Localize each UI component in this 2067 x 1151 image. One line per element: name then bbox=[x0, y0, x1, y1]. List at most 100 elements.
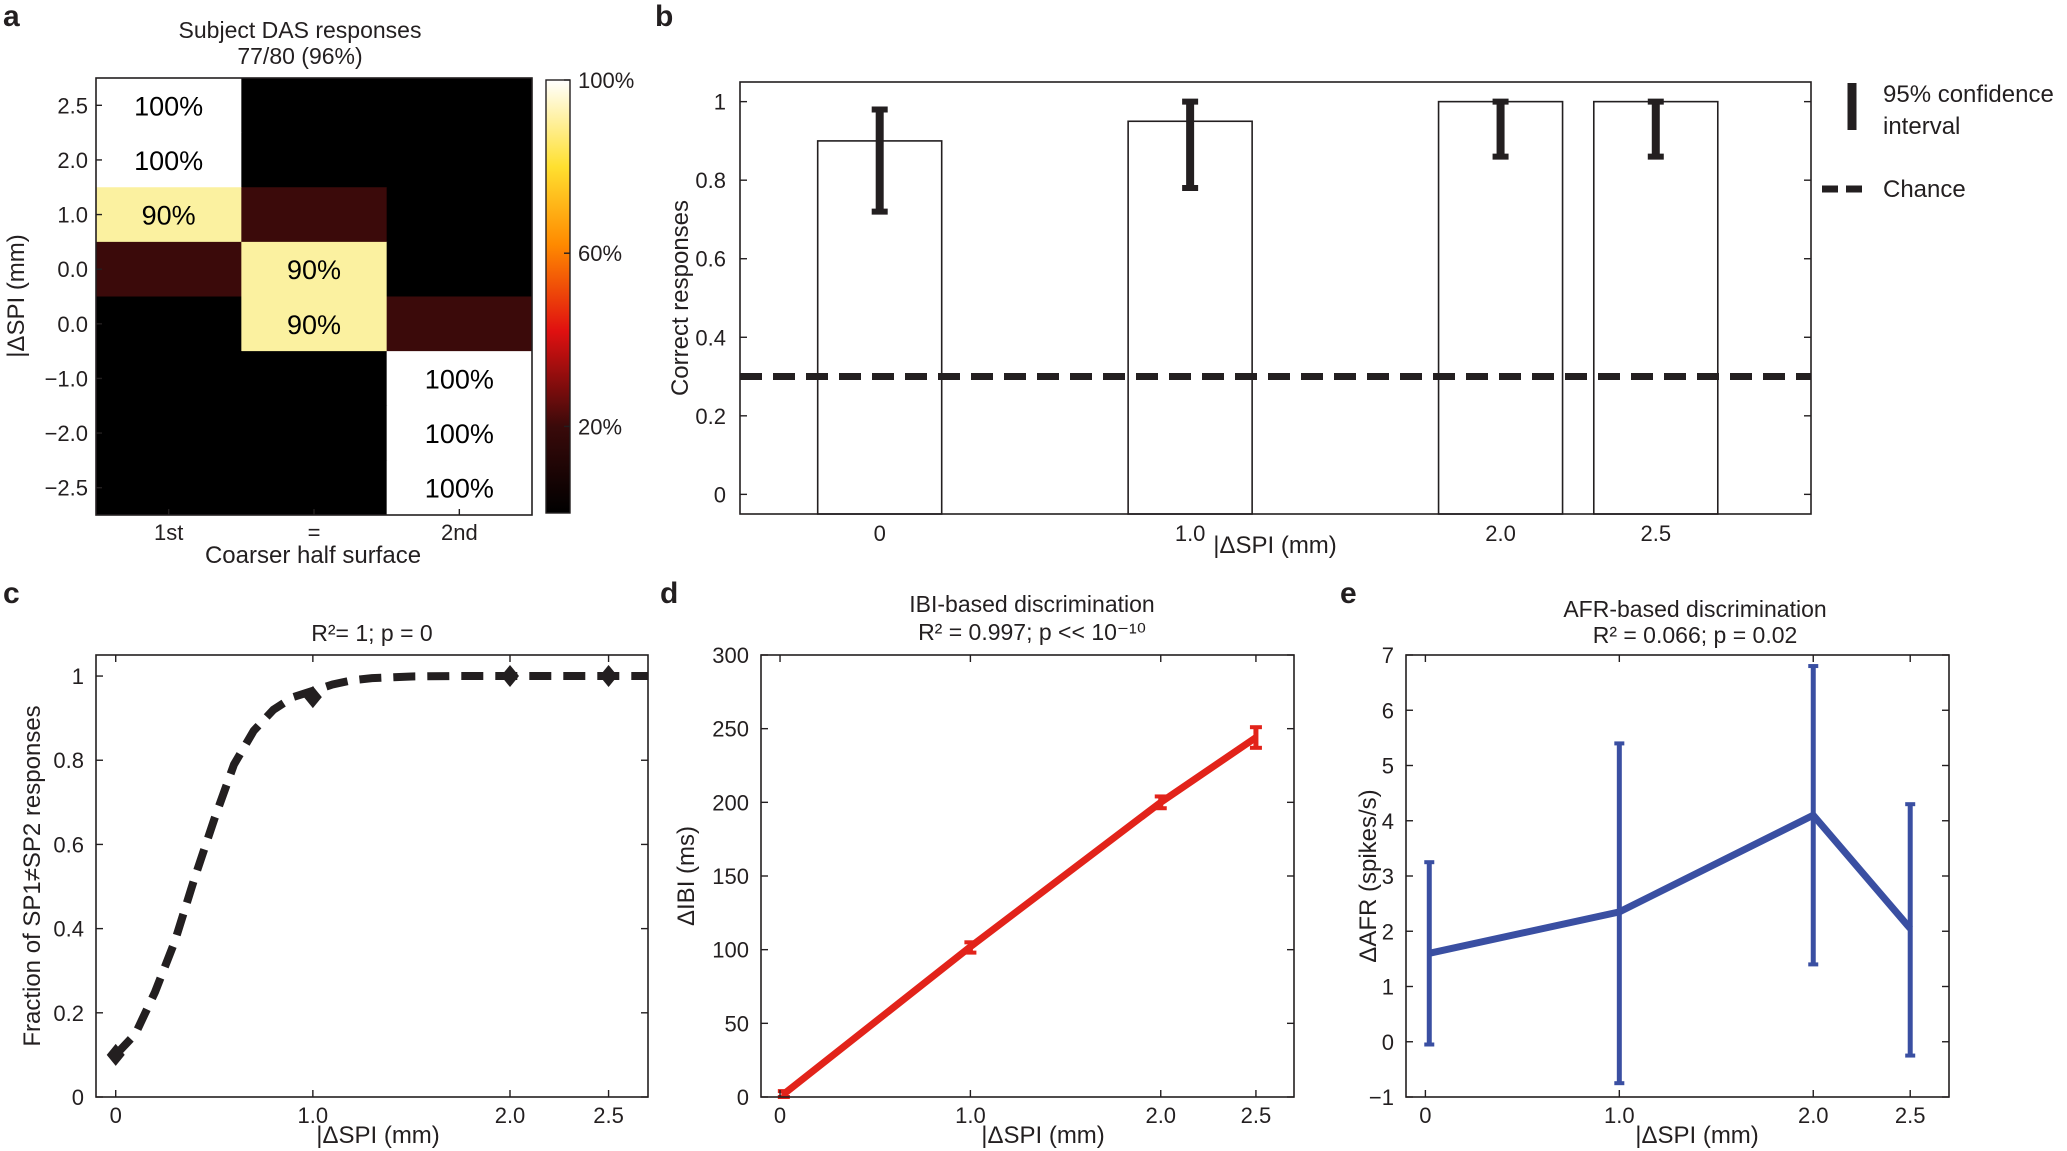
panel-c-line-chart: R²= 1; p = 0 0 1.0 2.0 2.5 0 0.2 0.4 0.6 0.8 1 |Δ… bbox=[19, 620, 649, 1149]
panel-e-xlabel: |ΔSPI (mm) bbox=[1635, 1122, 1759, 1149]
heatmap-cell-label: 100% bbox=[134, 91, 203, 121]
panel-a-title: Subject DAS responses bbox=[179, 17, 422, 43]
colorbar-tick-label: 100% bbox=[578, 68, 634, 93]
heatmap-cell bbox=[386, 296, 533, 352]
heatmap-cell bbox=[241, 460, 388, 516]
panel-e-frame bbox=[1405, 654, 1950, 1098]
heatmap-cell-label: 100% bbox=[134, 146, 203, 176]
y-tick-label: 250 bbox=[712, 717, 749, 742]
y-tick-label: 6 bbox=[1382, 698, 1394, 723]
panel-b-legend: 95% confidence interval Chance bbox=[1822, 81, 2054, 203]
y-tick-label: 300 bbox=[712, 643, 749, 668]
heatmap-cell-label: 100% bbox=[425, 474, 494, 504]
data-point-diamond bbox=[501, 665, 519, 688]
y-tick-label: 1 bbox=[72, 664, 84, 689]
x-tick-label: 2.0 bbox=[1485, 521, 1516, 546]
heatmap-cell bbox=[96, 405, 242, 461]
y-tick-label: −2.5 bbox=[45, 476, 88, 501]
panel-letter-a: a bbox=[3, 0, 20, 33]
heatmap-cell bbox=[386, 78, 533, 134]
y-tick-label: 0 bbox=[737, 1085, 749, 1110]
heatmap-cell bbox=[386, 405, 533, 461]
heatmap-cell bbox=[96, 351, 242, 407]
heatmap-cell bbox=[386, 187, 533, 243]
x-tick-label: 2nd bbox=[441, 520, 478, 545]
heatmap-cell bbox=[241, 296, 388, 352]
legend-chance-label: Chance bbox=[1883, 176, 1966, 203]
y-tick-label: 0.0 bbox=[57, 312, 88, 337]
panel-c-ylabel: Fraction of SP1≠SP2 responses bbox=[19, 705, 46, 1046]
data-point-diamond bbox=[106, 1043, 125, 1066]
y-tick-label: −1 bbox=[1369, 1085, 1394, 1110]
x-tick-label: 1.0 bbox=[1175, 521, 1206, 546]
y-tick-label: 1 bbox=[714, 90, 726, 115]
fit-curve bbox=[112, 672, 648, 1058]
bar bbox=[1437, 100, 1564, 515]
x-tick-label: 1st bbox=[154, 520, 183, 545]
x-tick-label: 1.0 bbox=[955, 1103, 986, 1128]
panel-a-colorbar bbox=[545, 79, 571, 514]
x-tick-label: 0 bbox=[774, 1103, 786, 1128]
y-tick-label: 0 bbox=[1382, 1030, 1394, 1055]
y-tick-label: 0.4 bbox=[53, 917, 84, 942]
panel-a-ylabel: |ΔSPI (mm) bbox=[3, 234, 30, 358]
y-tick-label: 150 bbox=[712, 864, 749, 889]
x-tick-label: 1.0 bbox=[298, 1103, 329, 1128]
heatmap-cell bbox=[386, 351, 533, 407]
heatmap-cell bbox=[241, 187, 388, 243]
heatmap-cell bbox=[96, 132, 242, 188]
y-tick-label: 0.6 bbox=[695, 247, 726, 272]
y-tick-label: 0 bbox=[714, 482, 726, 507]
x-tick-label: 0 bbox=[110, 1103, 122, 1128]
heatmap-cell bbox=[241, 241, 388, 297]
y-tick-label: 2 bbox=[1382, 919, 1394, 944]
x-tick-label: 1.0 bbox=[1604, 1103, 1635, 1128]
panel-c-title: R²= 1; p = 0 bbox=[311, 620, 432, 646]
y-tick-label: 5 bbox=[1382, 754, 1394, 779]
legend-ci-label-line2: interval bbox=[1883, 113, 1960, 140]
heatmap-cell bbox=[386, 460, 533, 516]
heatmap-cell bbox=[96, 187, 242, 243]
panel-letter-d: d bbox=[660, 577, 678, 610]
heatmap-cell-label: 90% bbox=[287, 310, 341, 340]
panel-e-line-chart: AFR-based discrimination R² = 0.066; p =… bbox=[1355, 596, 1950, 1149]
y-tick-label: 0.8 bbox=[53, 748, 84, 773]
panel-d-subtitle: R² = 0.997; p << 10⁻¹⁰ bbox=[918, 619, 1146, 645]
panel-b-ylabel: Correct responses bbox=[667, 200, 694, 396]
x-tick-label: 2.5 bbox=[1241, 1103, 1272, 1128]
heatmap-cell bbox=[241, 132, 388, 188]
y-tick-label: 2.0 bbox=[57, 148, 88, 173]
heatmap-cell bbox=[386, 132, 533, 188]
x-tick-label: 2.5 bbox=[1895, 1103, 1926, 1128]
panel-a-heatmap: Subject DAS responses 77/80 (96%) 100% 10… bbox=[3, 17, 634, 569]
panel-d-frame bbox=[760, 654, 1295, 1098]
data-point-diamond bbox=[599, 665, 618, 688]
panel-c-frame bbox=[95, 654, 649, 1098]
heatmap-cell bbox=[241, 405, 388, 461]
y-tick-label: 0.0 bbox=[57, 257, 88, 282]
y-tick-label: 2.5 bbox=[57, 93, 88, 118]
y-tick-label: 0 bbox=[72, 1085, 84, 1110]
heatmap-cell-label: 100% bbox=[425, 419, 494, 449]
y-tick-label: 50 bbox=[725, 1011, 749, 1036]
y-tick-label: −2.0 bbox=[45, 421, 88, 446]
x-tick-label: 2.0 bbox=[495, 1103, 526, 1128]
x-tick-label: 2.0 bbox=[1145, 1103, 1176, 1128]
y-tick-label: 7 bbox=[1382, 643, 1394, 668]
y-tick-label: 0.2 bbox=[695, 404, 726, 429]
heatmap-cell bbox=[96, 296, 242, 352]
colorbar-tick-label: 60% bbox=[578, 241, 622, 266]
panel-d-xlabel: |ΔSPI (mm) bbox=[981, 1122, 1105, 1149]
panel-letter-b: b bbox=[655, 0, 673, 33]
panel-d-title: IBI-based discrimination bbox=[909, 591, 1154, 617]
y-tick-label: 0.2 bbox=[53, 1001, 84, 1026]
panel-letter-e: e bbox=[1340, 577, 1357, 610]
y-tick-label: 3 bbox=[1382, 864, 1394, 889]
y-tick-label: 0.4 bbox=[695, 325, 726, 350]
data-point-diamond bbox=[303, 686, 322, 709]
y-tick-label: 100 bbox=[712, 938, 749, 963]
panel-d-line-chart: IBI-based discrimination R² = 0.997; p <… bbox=[673, 591, 1295, 1149]
panel-d-ylabel: ΔIBI (ms) bbox=[673, 826, 700, 926]
heatmap-cell-label: 90% bbox=[142, 201, 196, 231]
